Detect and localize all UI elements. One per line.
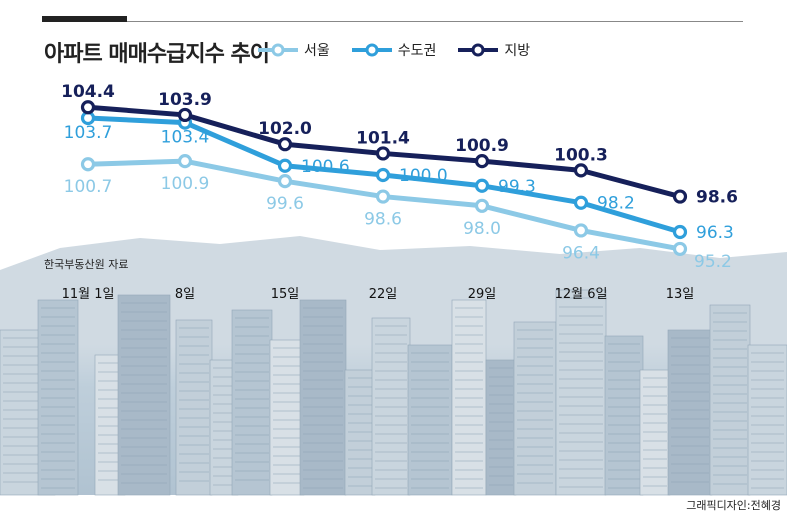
building-skyline: [0, 289, 787, 496]
data-point-seoul: [672, 241, 688, 257]
data-label-metro: 103.4: [161, 128, 210, 148]
data-point-local: [573, 163, 589, 178]
legend-item-local: 지방: [458, 40, 530, 60]
building-block: [639, 369, 671, 496]
data-point-local: [672, 189, 688, 204]
data-point-metro: [277, 158, 293, 173]
x-tick-label: 15일: [271, 287, 300, 302]
x-tick-label: 13일: [666, 287, 695, 302]
data-label-metro: 100.6: [301, 157, 350, 177]
legend-item-metro: 수도권: [351, 40, 437, 60]
building-block: [513, 321, 557, 496]
data-label-seoul: 95.2: [694, 252, 732, 272]
x-tick-label: 12월 6일: [555, 287, 608, 302]
x-tick-label: 11월 1일: [62, 287, 115, 302]
legend-swatch-local: [458, 43, 499, 57]
data-point-seoul: [177, 154, 193, 169]
building-block: [37, 299, 79, 496]
x-tick-label: 29일: [468, 287, 497, 302]
data-label-seoul: 98.6: [364, 210, 402, 230]
legend-label-seoul: 서울: [304, 43, 330, 59]
building-block: [299, 299, 347, 496]
data-point-metro: [375, 167, 391, 183]
data-label-seoul: 100.7: [64, 177, 113, 197]
data-source-note: 한국부동산원 자료: [44, 258, 129, 271]
data-label-local: 102.0: [258, 119, 312, 139]
chart-title: 아파트 매매수급지수 추이: [44, 42, 270, 67]
building-block: [371, 317, 411, 496]
building-block: [747, 344, 787, 496]
data-point-metro: [573, 195, 589, 210]
title-rule-line: [127, 21, 743, 22]
data-label-local: 101.4: [356, 128, 410, 148]
building-block: [117, 294, 171, 496]
building-block: [407, 344, 453, 496]
data-label-local: 104.4: [61, 82, 115, 102]
data-label-local: 98.6: [696, 188, 738, 208]
data-label-seoul: 98.0: [463, 219, 501, 239]
legend-swatch-seoul: [258, 43, 298, 57]
graphic-credit: 그래픽디자인:전혜경: [686, 499, 781, 512]
data-label-seoul: 100.9: [161, 174, 210, 194]
data-point-seoul: [573, 223, 589, 238]
x-tick-label: 22일: [369, 287, 398, 302]
data-point-local: [277, 137, 293, 152]
data-label-seoul: 99.6: [266, 194, 304, 214]
data-point-seoul: [474, 198, 490, 213]
building-block: [231, 309, 273, 496]
title-accent-bar: [42, 16, 127, 22]
data-label-local: 100.3: [554, 145, 608, 165]
data-point-seoul: [375, 189, 391, 204]
data-point-seoul: [80, 157, 96, 172]
data-label-metro: 98.2: [597, 194, 635, 214]
legend-swatch-metro: [351, 43, 392, 57]
data-label-metro: 100.0: [399, 166, 448, 186]
building-block: [709, 304, 751, 496]
data-label-metro: 99.3: [498, 177, 536, 197]
building-block: [485, 359, 517, 496]
legend-label-local: 지방: [504, 43, 531, 59]
data-label-local: 103.9: [158, 90, 212, 110]
data-point-local: [474, 154, 490, 169]
data-label-metro: 103.7: [64, 123, 113, 143]
data-label-metro: 96.3: [696, 223, 734, 243]
building-block: [344, 369, 376, 496]
data-point-local: [375, 146, 391, 161]
building-block: [175, 319, 213, 496]
data-point-metro: [672, 224, 688, 240]
data-label-local: 100.9: [455, 136, 509, 156]
legend-item-seoul: 서울: [258, 40, 330, 60]
data-label-seoul: 96.4: [562, 243, 600, 263]
building-block: [604, 335, 644, 496]
x-tick-label: 8일: [175, 287, 195, 302]
building-block: [555, 289, 607, 496]
data-point-local: [80, 100, 96, 115]
data-point-local: [177, 107, 193, 123]
legend-label-metro: 수도권: [397, 43, 437, 59]
data-point-metro: [474, 178, 490, 193]
building-block: [451, 299, 487, 496]
building-block: [269, 339, 305, 496]
data-point-seoul: [277, 174, 293, 189]
legend: 서울 수도권 지방: [258, 38, 552, 62]
building-block: [667, 329, 713, 496]
